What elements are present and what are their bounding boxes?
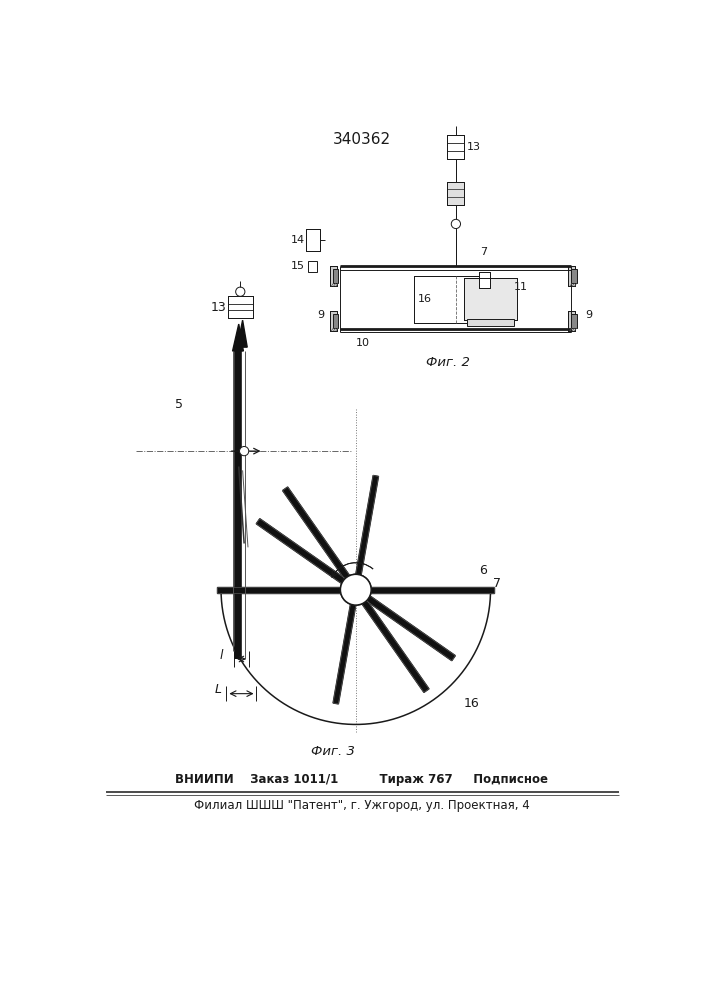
Bar bbox=[305, 229, 320, 251]
Text: 14: 14 bbox=[291, 235, 305, 245]
Text: Филиал ШШШ "Патент", г. Ужгород, ул. Проектная, 4: Филиал ШШШ "Патент", г. Ужгород, ул. Про… bbox=[194, 799, 530, 812]
Text: 7: 7 bbox=[493, 577, 501, 590]
Text: Фиг. 2: Фиг. 2 bbox=[426, 356, 470, 369]
Polygon shape bbox=[238, 320, 247, 347]
Bar bbox=[568, 311, 575, 331]
Bar bbox=[568, 266, 575, 286]
Bar bbox=[333, 269, 338, 283]
Bar bbox=[571, 314, 577, 328]
Bar bbox=[467, 319, 514, 326]
Bar bbox=[568, 311, 575, 331]
Text: Фиг. 3: Фиг. 3 bbox=[311, 745, 355, 758]
Text: L: L bbox=[215, 683, 222, 696]
Bar bbox=[448, 182, 464, 205]
Polygon shape bbox=[256, 519, 455, 661]
Text: 9: 9 bbox=[317, 310, 325, 320]
Text: 7: 7 bbox=[481, 247, 488, 257]
Text: 340362: 340362 bbox=[333, 132, 391, 147]
Text: 9: 9 bbox=[585, 310, 592, 320]
Bar bbox=[305, 229, 320, 251]
Text: l: l bbox=[219, 649, 223, 662]
Bar bbox=[448, 182, 464, 205]
Bar bbox=[228, 296, 252, 318]
Bar bbox=[479, 272, 490, 288]
Text: 5: 5 bbox=[175, 398, 183, 411]
Text: 15: 15 bbox=[291, 261, 304, 271]
Bar bbox=[464, 278, 518, 320]
Text: 6: 6 bbox=[479, 564, 487, 577]
Text: 11: 11 bbox=[514, 282, 527, 292]
Bar bbox=[568, 266, 575, 286]
Bar bbox=[228, 296, 252, 318]
Polygon shape bbox=[233, 324, 243, 351]
Circle shape bbox=[240, 446, 249, 456]
Bar bbox=[329, 311, 337, 331]
Circle shape bbox=[340, 574, 371, 605]
Bar bbox=[414, 276, 483, 323]
Bar bbox=[479, 272, 490, 288]
Bar bbox=[308, 261, 317, 272]
Bar bbox=[448, 135, 464, 158]
Text: ВНИИПИ    Заказ 1011/1          Тираж 767     Подписное: ВНИИПИ Заказ 1011/1 Тираж 767 Подписное bbox=[175, 773, 549, 786]
Bar bbox=[329, 266, 337, 286]
Bar bbox=[414, 276, 483, 323]
Text: 16: 16 bbox=[417, 294, 431, 304]
Bar bbox=[333, 314, 338, 328]
Circle shape bbox=[451, 219, 460, 229]
Bar bbox=[329, 266, 337, 286]
Text: 16: 16 bbox=[464, 697, 479, 710]
Text: 10: 10 bbox=[356, 338, 370, 348]
Bar bbox=[448, 135, 464, 158]
Bar bbox=[571, 269, 577, 283]
Polygon shape bbox=[283, 487, 429, 692]
Bar bbox=[329, 311, 337, 331]
Bar bbox=[464, 278, 518, 320]
Circle shape bbox=[340, 574, 371, 605]
Text: 13: 13 bbox=[467, 142, 481, 152]
Polygon shape bbox=[217, 587, 494, 593]
Polygon shape bbox=[333, 475, 378, 704]
Text: 13: 13 bbox=[211, 301, 227, 314]
